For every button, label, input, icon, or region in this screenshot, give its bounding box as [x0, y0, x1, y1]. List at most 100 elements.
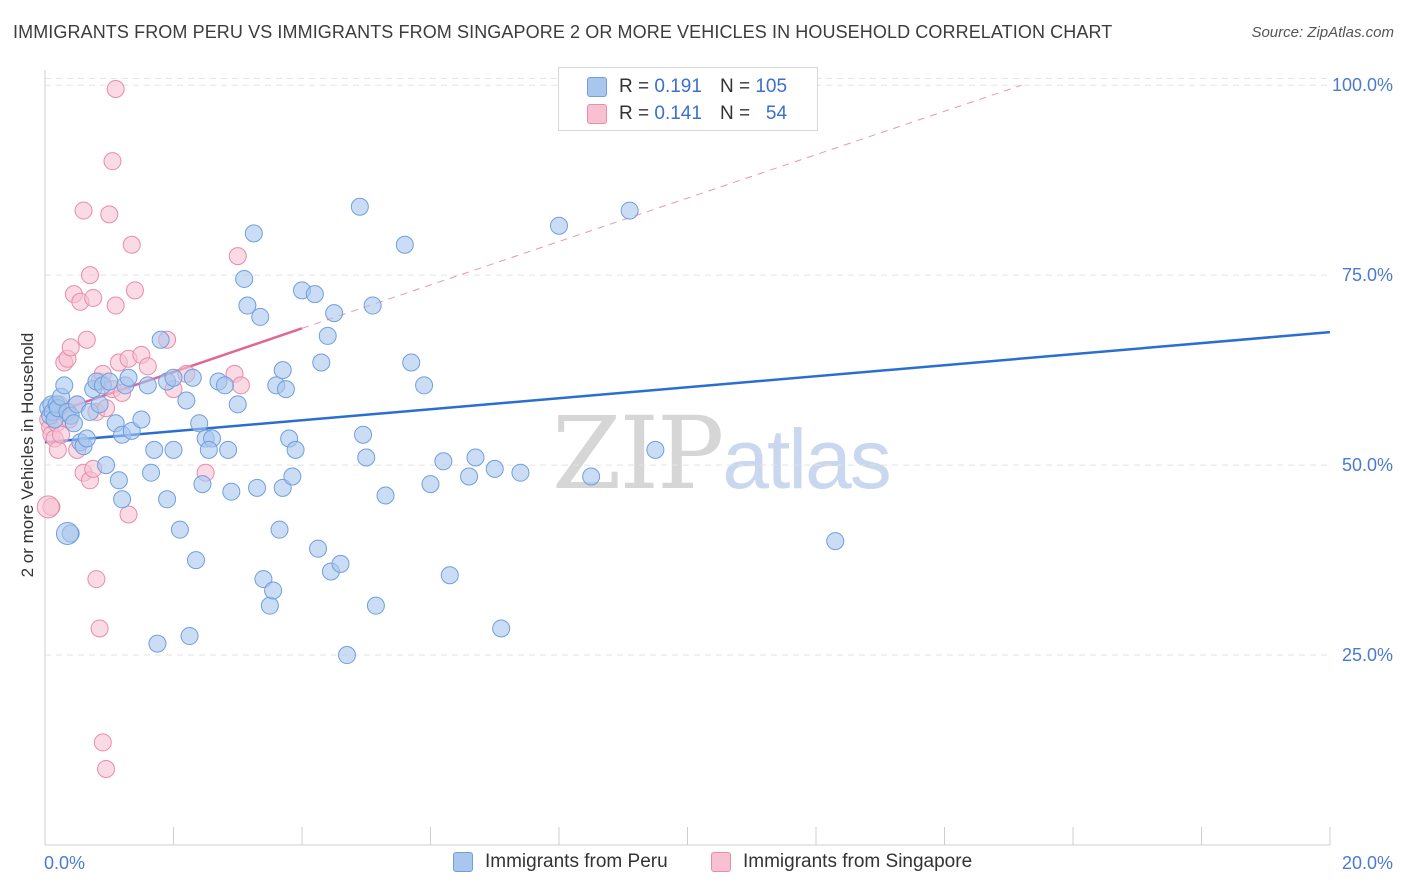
peru-point: [357, 448, 376, 467]
peru-point: [460, 467, 479, 486]
singapore-point: [87, 570, 106, 589]
singapore-trend-extension: [301, 84, 1022, 329]
peru-point: [402, 353, 421, 372]
y-tick-label: 25.0%: [1342, 645, 1393, 665]
axes: [44, 70, 1331, 846]
series-swatch-peru: [453, 852, 473, 872]
peru-point: [64, 414, 83, 433]
peru-point: [228, 395, 247, 414]
source-note: Source: ZipAtlas.com: [1251, 24, 1394, 41]
singapore-point: [61, 338, 80, 357]
peru-point: [270, 520, 289, 539]
peru-point: [222, 482, 241, 501]
peru-point: [148, 634, 167, 653]
legend-row-singapore: R = 0.141 N = 54: [587, 101, 787, 127]
peru-point: [119, 368, 138, 387]
peru-point: [415, 376, 434, 395]
legend-r-label-singapore: R =: [619, 103, 650, 124]
peru-point: [113, 490, 132, 509]
peru-point: [142, 463, 161, 482]
peru-point: [186, 551, 205, 570]
peru-point: [193, 475, 212, 494]
peru-point: [273, 361, 292, 380]
tick-labels: 25.0% 50.0% 75.0% 100.0% 0.0% 20.0%: [44, 75, 1393, 873]
peru-point: [421, 475, 440, 494]
peru-point: [215, 376, 234, 395]
peru-point: [244, 224, 263, 243]
peru-point: [170, 520, 189, 539]
peru-point: [90, 395, 109, 414]
singapore-point: [80, 266, 99, 285]
peru-point: [145, 440, 164, 459]
peru-point: [318, 326, 337, 345]
legend-n-label-peru: N =: [719, 76, 751, 97]
series-label-singapore: Immigrants from Singapore: [743, 851, 973, 872]
series-legend-peru: Immigrants from Peru: [453, 851, 668, 873]
singapore-point: [228, 247, 247, 266]
legend-r-label-peru: R =: [619, 76, 650, 97]
peru-point: [276, 380, 295, 399]
peru-point: [158, 490, 177, 509]
peru-point: [434, 452, 453, 471]
legend-row-peru: R = 0.191 N = 105: [587, 74, 787, 100]
peru-point: [55, 376, 74, 395]
peru-point: [325, 304, 344, 323]
singapore-point: [48, 440, 67, 459]
peru-trend-line: [44, 330, 1331, 444]
series-label-peru: Immigrants from Peru: [485, 851, 668, 872]
peru-point: [238, 296, 257, 315]
legend-swatch-singapore: [587, 104, 607, 124]
peru-point: [219, 440, 238, 459]
legend-n-value-singapore: 54: [765, 103, 788, 124]
peru-point: [248, 478, 267, 497]
peru-point: [550, 216, 568, 235]
peru-point: [350, 197, 369, 216]
peru-point: [151, 330, 170, 349]
singapore-point: [36, 495, 60, 519]
peru-point: [511, 463, 530, 482]
legend-n-label-singapore: N =: [719, 103, 751, 124]
peru-point: [376, 486, 395, 505]
singapore-point: [100, 205, 119, 224]
peru-point: [183, 368, 202, 387]
peru-point: [97, 456, 116, 475]
singapore-point: [125, 281, 144, 300]
data-points: [36, 72, 845, 779]
singapore-point: [77, 330, 96, 349]
peru-point: [109, 471, 128, 490]
watermark-atlas: atlas: [722, 412, 891, 506]
peru-point: [337, 646, 356, 665]
singapore-point: [90, 619, 109, 638]
peru-point: [132, 410, 151, 429]
watermark: ZIPatlas: [552, 395, 892, 512]
singapore-point: [106, 79, 125, 98]
peru-point: [331, 554, 350, 573]
peru-point: [440, 566, 459, 585]
peru-point: [466, 448, 485, 467]
series-legend-singapore: Immigrants from Singapore: [711, 851, 972, 873]
peru-point: [235, 269, 254, 288]
singapore-point: [106, 296, 125, 315]
peru-point: [485, 459, 504, 478]
peru-point: [77, 429, 96, 448]
x-tick-label-max: 20.0%: [1342, 853, 1393, 873]
peru-point: [264, 581, 283, 600]
singapore-point: [122, 235, 141, 254]
legend-r-value-peru: 0.191: [654, 76, 702, 97]
peru-point: [309, 539, 328, 558]
peru-point: [312, 353, 331, 372]
singapore-point: [52, 425, 71, 444]
series-swatch-singapore: [711, 852, 731, 872]
peru-point: [199, 440, 218, 459]
chart-title: IMMIGRANTS FROM PERU VS IMMIGRANTS FROM …: [13, 22, 1113, 42]
peru-point: [305, 285, 324, 304]
singapore-point: [93, 733, 112, 752]
peru-point: [138, 376, 157, 395]
peru-point: [620, 201, 639, 220]
singapore-point: [84, 288, 103, 307]
peru-point: [164, 368, 183, 387]
singapore-point: [231, 376, 250, 395]
peru-point: [55, 521, 79, 545]
legend-swatch-peru: [587, 77, 607, 97]
peru-point: [100, 372, 119, 391]
